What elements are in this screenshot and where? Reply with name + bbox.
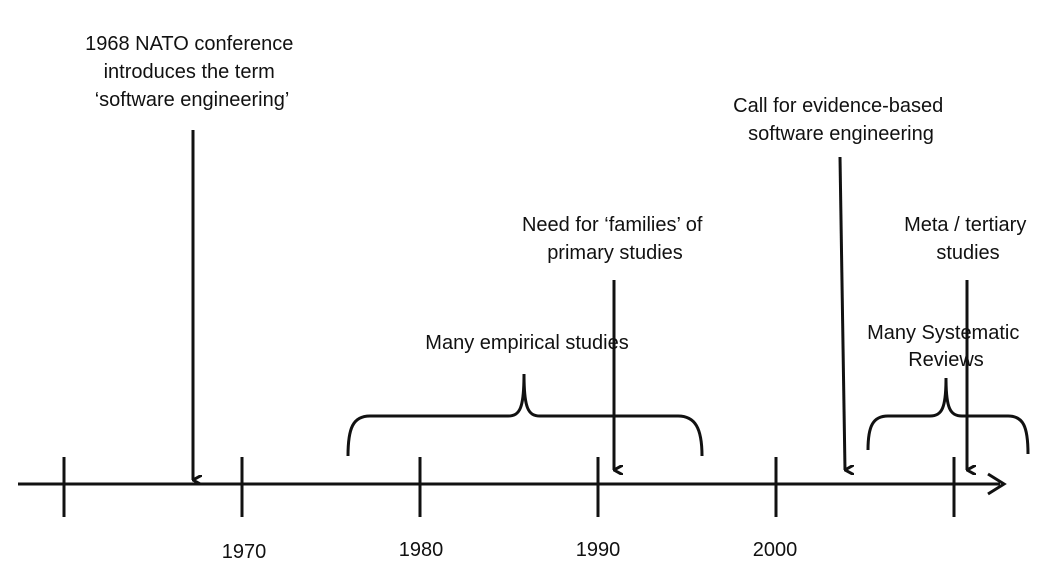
families-label: Need for ‘families’ of primary studies <box>522 214 708 264</box>
tick-label-1990: 1990 <box>576 539 621 561</box>
nato-label: 1968 NATO conference introduces the term… <box>85 33 299 111</box>
ebse-label: Call for evidence-based software enginee… <box>733 95 949 145</box>
empirical-label: Many empirical studies <box>425 332 628 354</box>
systematic-brace <box>866 377 1030 455</box>
tick-label-1980: 1980 <box>399 539 444 561</box>
tick-label-2000: 2000 <box>753 539 798 561</box>
tick-label-1970: 1970 <box>222 541 267 563</box>
timeline-axis <box>18 472 1007 496</box>
ebse-arrow <box>838 156 845 470</box>
tick-marks <box>62 457 956 517</box>
systematic-label: Many Systematic Reviews <box>867 322 1025 371</box>
meta-label: Meta / tertiary studies <box>904 214 1032 264</box>
empirical-brace <box>346 373 704 457</box>
